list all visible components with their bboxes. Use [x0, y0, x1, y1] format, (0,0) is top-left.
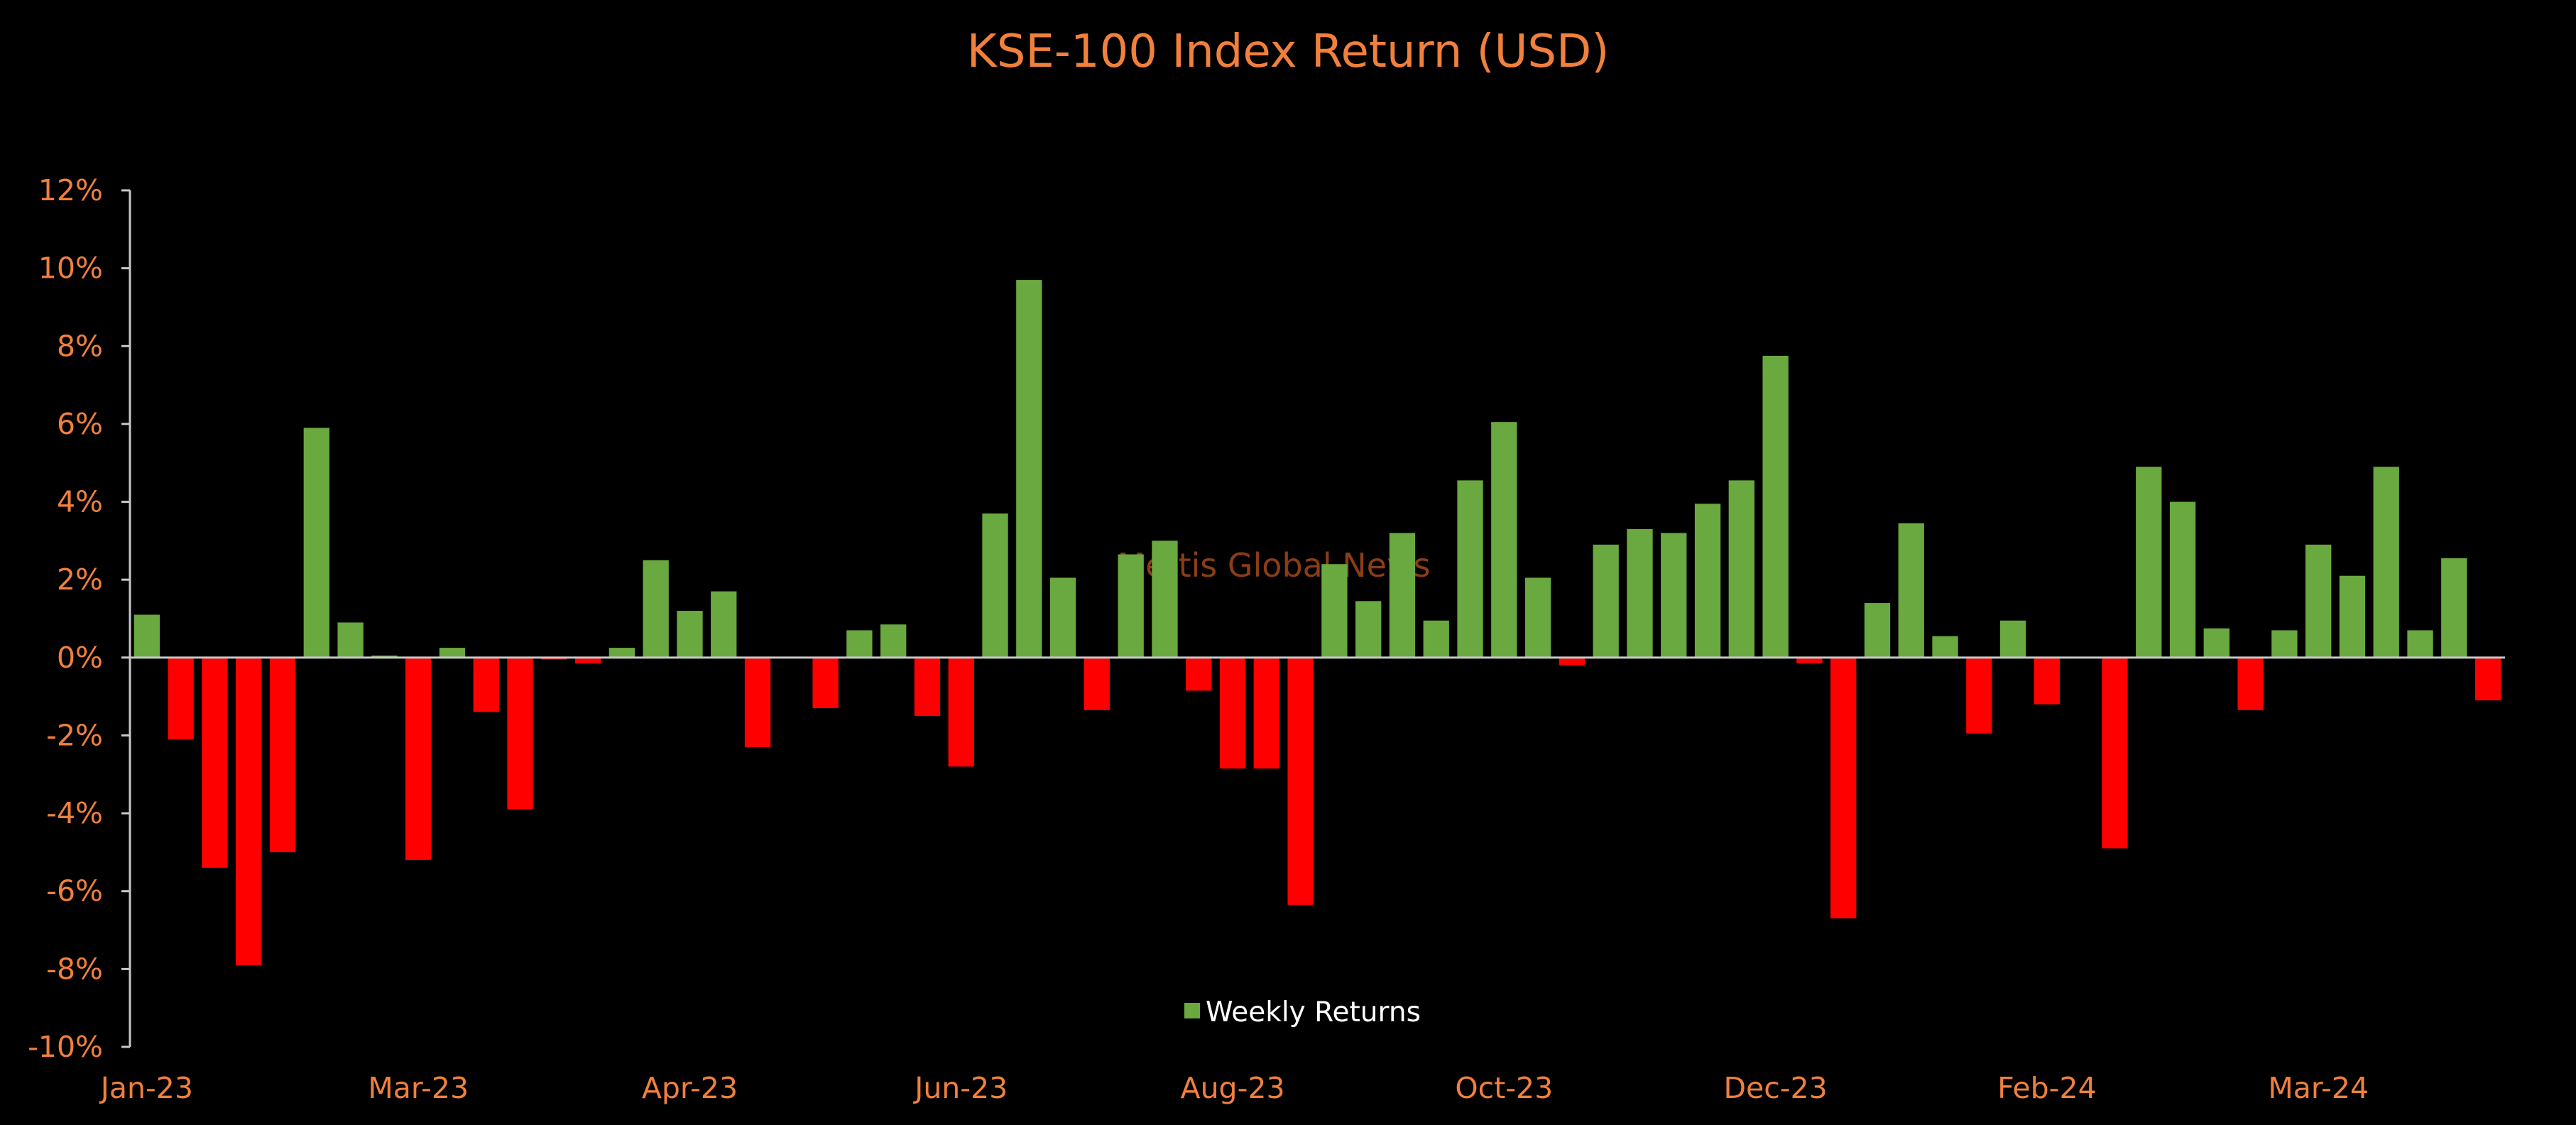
bar-week-61	[2169, 501, 2196, 658]
bar-week-23	[880, 624, 907, 658]
bar-week-44	[1593, 544, 1619, 658]
bar-week-50	[1796, 657, 1823, 664]
bar-week-54	[1932, 636, 1958, 658]
bar-week-21	[812, 657, 839, 709]
axes-layer	[129, 190, 2505, 1047]
bar-week-24	[914, 657, 941, 717]
x-tick-label: Apr-23	[642, 1071, 738, 1105]
x-tick-label: Mar-23	[368, 1071, 469, 1105]
bar-week-39	[1423, 620, 1449, 658]
bar-week-29	[1084, 657, 1110, 710]
bar-week-7	[337, 622, 364, 658]
bar-week-1	[133, 614, 160, 658]
legend-swatch	[1184, 1003, 1200, 1018]
x-tick-label: Jun-23	[912, 1071, 1008, 1105]
y-tick-label: 0%	[57, 641, 103, 675]
bar-week-51	[1830, 657, 1857, 919]
y-tick-label: -10%	[28, 1030, 103, 1064]
bar-week-26	[982, 513, 1008, 658]
bar-week-19	[744, 657, 771, 747]
bar-week-64	[2271, 630, 2298, 658]
bar-week-49	[1762, 355, 1789, 658]
bar-week-43	[1559, 657, 1586, 665]
bar-week-25	[948, 657, 974, 767]
bar-week-65	[2305, 544, 2332, 658]
bar-week-5	[269, 657, 296, 852]
bar-week-17	[677, 611, 703, 658]
bar-week-28	[1049, 577, 1076, 658]
y-tick-label: -2%	[46, 718, 103, 752]
y-tick-label: -8%	[46, 952, 103, 986]
bar-week-56	[1999, 620, 2026, 658]
y-tick-label: -4%	[46, 796, 103, 830]
bar-week-40	[1457, 480, 1483, 658]
y-tick-label: 10%	[38, 251, 103, 286]
bar-week-57	[2034, 657, 2061, 705]
bar-week-38	[1389, 533, 1416, 658]
y-tick-label: 2%	[57, 562, 103, 597]
bar-week-10	[439, 648, 466, 658]
bar-week-27	[1016, 280, 1042, 658]
bar-week-36	[1321, 564, 1348, 658]
x-tick-label: Jan-23	[99, 1071, 193, 1105]
bar-week-2	[168, 657, 194, 739]
bar-week-15	[608, 648, 635, 658]
bar-week-14	[574, 657, 601, 664]
y-tick-label: 12%	[38, 173, 103, 207]
y-axis-ticks: 12% 10% 8% 6% 4% 2% 0% -2% -4% -6% -8% -10%	[28, 173, 130, 1064]
y-tick-label: 4%	[57, 485, 103, 519]
chart-title: KSE-100 Index Return (USD)	[967, 26, 1610, 78]
y-tick-label: -6%	[46, 874, 103, 908]
bar-week-11	[473, 657, 499, 712]
bar-week-45	[1627, 528, 1653, 658]
bar-week-70	[2474, 657, 2501, 701]
bar-week-42	[1524, 577, 1551, 658]
bar-week-60	[2136, 467, 2162, 658]
bar-week-3	[202, 657, 228, 868]
bar-week-68	[2407, 630, 2433, 658]
bar-week-63	[2237, 657, 2264, 710]
bar-week-18	[711, 591, 737, 658]
legend: Weekly Returns	[1184, 996, 1421, 1028]
x-tick-label: Oct-23	[1455, 1071, 1553, 1105]
bar-week-33	[1219, 657, 1246, 769]
bar-week-62	[2203, 628, 2230, 658]
bar-week-47	[1694, 504, 1721, 658]
y-tick-label: 8%	[57, 329, 103, 363]
bar-week-6	[303, 428, 329, 658]
bars-layer	[133, 280, 2501, 965]
bar-week-16	[643, 560, 669, 658]
bar-week-48	[1728, 480, 1754, 658]
bar-week-46	[1661, 533, 1687, 658]
bar-week-59	[2102, 657, 2128, 849]
bar-week-35	[1287, 657, 1314, 905]
x-tick-label: Dec-23	[1723, 1071, 1827, 1105]
x-tick-label: Aug-23	[1181, 1071, 1285, 1105]
bar-week-55	[1966, 657, 1992, 734]
bar-week-31	[1152, 540, 1178, 658]
bar-week-30	[1118, 554, 1144, 658]
legend-label: Weekly Returns	[1206, 996, 1421, 1028]
bar-week-69	[2441, 558, 2467, 658]
bar-week-41	[1491, 422, 1517, 658]
bar-week-53	[1898, 523, 1924, 658]
bar-week-32	[1186, 657, 1212, 691]
y-tick-label: 6%	[57, 407, 103, 441]
bar-week-52	[1864, 603, 1891, 658]
bar-week-4	[236, 657, 262, 965]
bar-week-37	[1355, 601, 1382, 658]
bar-week-9	[405, 657, 432, 860]
bar-week-22	[846, 630, 873, 658]
x-axis-ticks: Jan-23 Mar-23 Apr-23 Jun-23 Aug-23 Oct-23 Dec-…	[99, 1071, 2369, 1105]
x-tick-label: Feb-24	[1997, 1071, 2097, 1105]
bar-week-34	[1253, 657, 1279, 769]
x-tick-label: Mar-24	[2268, 1071, 2369, 1105]
bar-week-67	[2373, 467, 2399, 658]
bar-week-12	[507, 657, 533, 810]
bar-week-66	[2339, 575, 2366, 658]
